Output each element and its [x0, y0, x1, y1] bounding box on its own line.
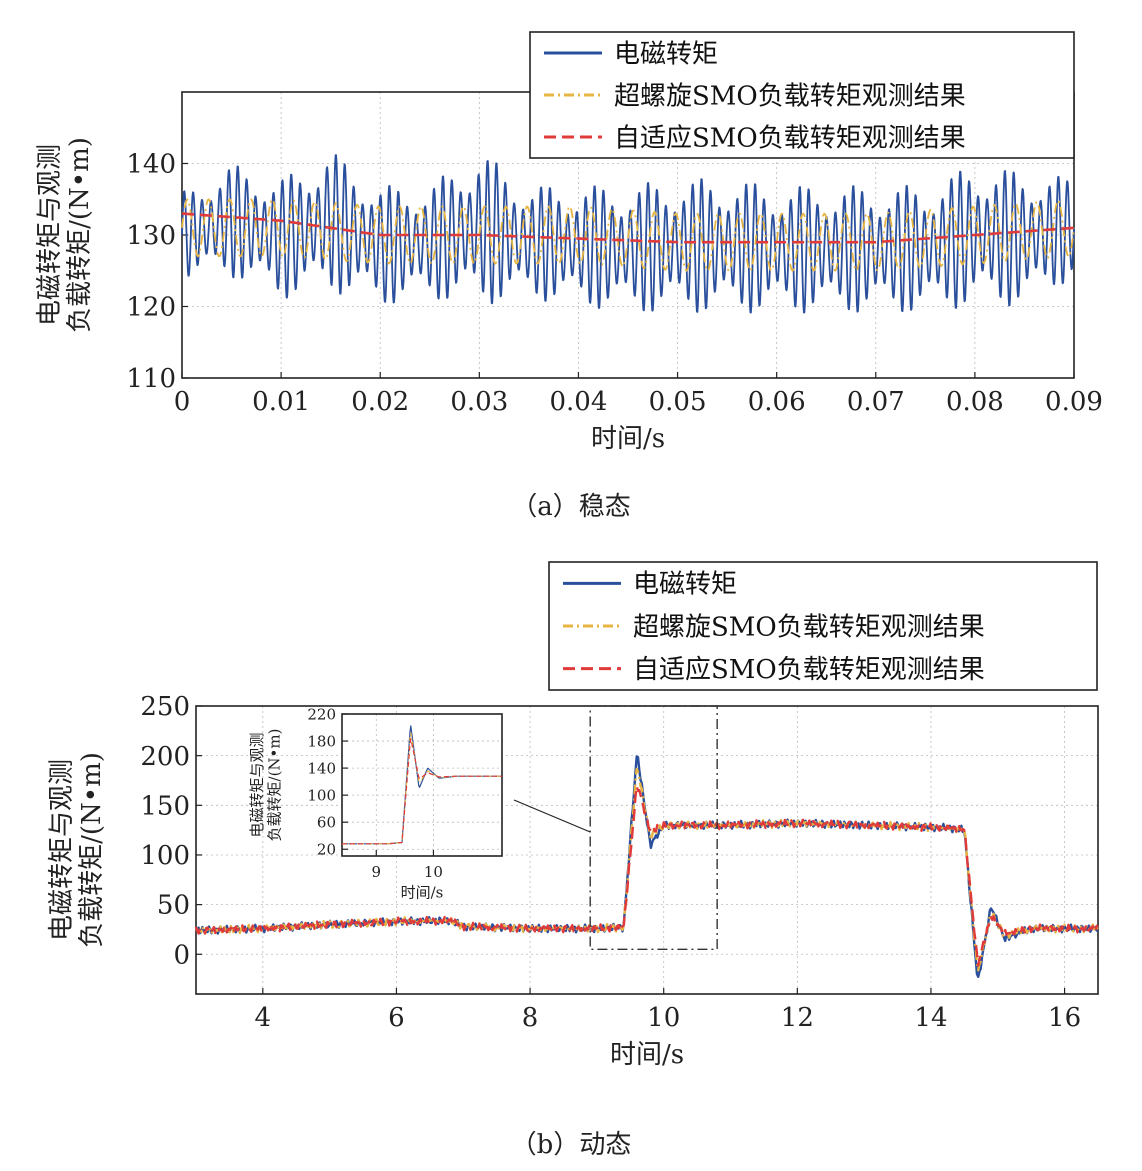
b-y-tick-label-2: 100 — [140, 841, 190, 871]
b-y-axis-label-line-0: 电磁转矩与观测 — [47, 759, 77, 941]
b-y-axis-label-line-1: 负载转矩/(N•m) — [77, 752, 107, 948]
a-legend-label-1: 超螺旋SMO负载转矩观测结果 — [614, 81, 966, 111]
a-legend-label-2: 自适应SMO负载转矩观测结果 — [614, 123, 966, 153]
b-y-tick-label-5: 250 — [140, 692, 190, 722]
b-inset-x-axis-label: 时间/s — [401, 884, 444, 902]
a-x-axis-label: 时间/s — [591, 424, 665, 454]
b-inset-y-tick-label-4: 180 — [307, 732, 336, 750]
b-inset-y-axis-label-line-1: 负载转矩/(N•m) — [265, 729, 283, 842]
b-inset-series-line-2 — [342, 738, 502, 845]
b-y-axis-label: 电磁转矩与观测负载转矩/(N•m) — [47, 752, 107, 948]
b-inset-y-axis-label: 电磁转矩与观测负载转矩/(N•m) — [248, 729, 283, 842]
b-x-tick-label-4: 12 — [781, 1003, 814, 1033]
b-y-tick-label-4: 200 — [140, 742, 190, 772]
b-inset-y-tick-label-2: 100 — [307, 786, 336, 804]
a-x-tick-label-1: 0.01 — [252, 387, 310, 417]
a-x-tick-label-6: 0.06 — [748, 387, 806, 417]
b-legend-box — [548, 561, 1098, 691]
b-x-tick-label-1: 6 — [388, 1003, 405, 1033]
a-x-tick-label-2: 0.02 — [351, 387, 409, 417]
b-inset-x-tick-label-1: 10 — [424, 863, 443, 881]
a-y-axis-label-line-0: 电磁转矩与观测 — [35, 144, 65, 326]
a-x-tick-label-7: 0.07 — [847, 387, 905, 417]
chart-b: 4 6 8 10 12 14 16 0 50 100 150 200 250 9 10 20 60 100 140 1… — [47, 561, 1099, 1070]
a-series-line-2 — [181, 212, 1075, 244]
b-inset-y-tick-label-5: 220 — [307, 705, 336, 723]
b-inset-y-tick-label-3: 140 — [307, 759, 336, 777]
b-y-tick-label-0: 0 — [173, 940, 190, 970]
b-inset-bg — [342, 714, 502, 856]
a-x-tick-label-0: 0 — [174, 387, 191, 417]
a-x-tick-label-9: 0.09 — [1045, 387, 1103, 417]
a-y-tick-label-3: 140 — [126, 150, 176, 180]
b-inset-plot-frame — [341, 713, 503, 857]
a-x-tick-label-4: 0.04 — [549, 387, 607, 417]
a-series-line-0 — [181, 154, 1075, 314]
b-legend-label-2: 自适应SMO负载转矩观测结果 — [633, 655, 985, 685]
b-zoom-connector — [513, 799, 591, 833]
b-inset-series-line-1 — [342, 731, 502, 845]
b-y-tick-label-3: 150 — [140, 791, 190, 821]
a-y-axis-label-line-1: 负载转矩/(N•m) — [65, 137, 95, 333]
b-x-tick-label-3: 10 — [647, 1003, 680, 1033]
a-y-axis-label: 电磁转矩与观测负载转矩/(N•m) — [35, 137, 95, 333]
a-y-tick-label-2: 130 — [126, 221, 176, 251]
b-x-tick-label-0: 4 — [255, 1003, 272, 1033]
b-x-tick-label-6: 16 — [1048, 1003, 1081, 1033]
b-x-tick-label-5: 14 — [914, 1003, 947, 1033]
b-zoom-box — [589, 705, 718, 951]
caption-a: （a）稳态 — [511, 492, 631, 522]
b-x-axis-label: 时间/s — [610, 1040, 684, 1070]
b-y-tick-label-1: 50 — [157, 891, 190, 921]
b-legend-label-0: 电磁转矩 — [633, 570, 737, 600]
a-y-tick-label-0: 110 — [126, 364, 176, 394]
b-inset-y-tick-label-1: 60 — [317, 813, 336, 831]
a-legend-box — [529, 31, 1075, 159]
a-x-tick-label-3: 0.03 — [450, 387, 508, 417]
a-legend-label-0: 电磁转矩 — [614, 39, 718, 69]
caption-b: （b）动态 — [510, 1130, 632, 1160]
b-inset-y-axis-label-line-0: 电磁转矩与观测 — [248, 732, 266, 837]
a-x-tick-label-8: 0.08 — [946, 387, 1004, 417]
a-y-tick-label-1: 120 — [126, 293, 176, 323]
a-x-tick-label-5: 0.05 — [649, 387, 707, 417]
b-series-line-2 — [194, 785, 1099, 967]
b-x-tick-label-2: 8 — [522, 1003, 539, 1033]
b-legend-label-1: 超螺旋SMO负载转矩观测结果 — [633, 612, 985, 642]
b-inset-y-tick-label-0: 20 — [317, 840, 336, 858]
b-plot-frame — [195, 705, 1099, 995]
b-inset-x-tick-label-0: 9 — [372, 863, 382, 881]
chart-a: 0 0.01 0.02 0.03 0.04 0.05 0.06 0.07 0.08 0.09 110… — [35, 31, 1103, 454]
